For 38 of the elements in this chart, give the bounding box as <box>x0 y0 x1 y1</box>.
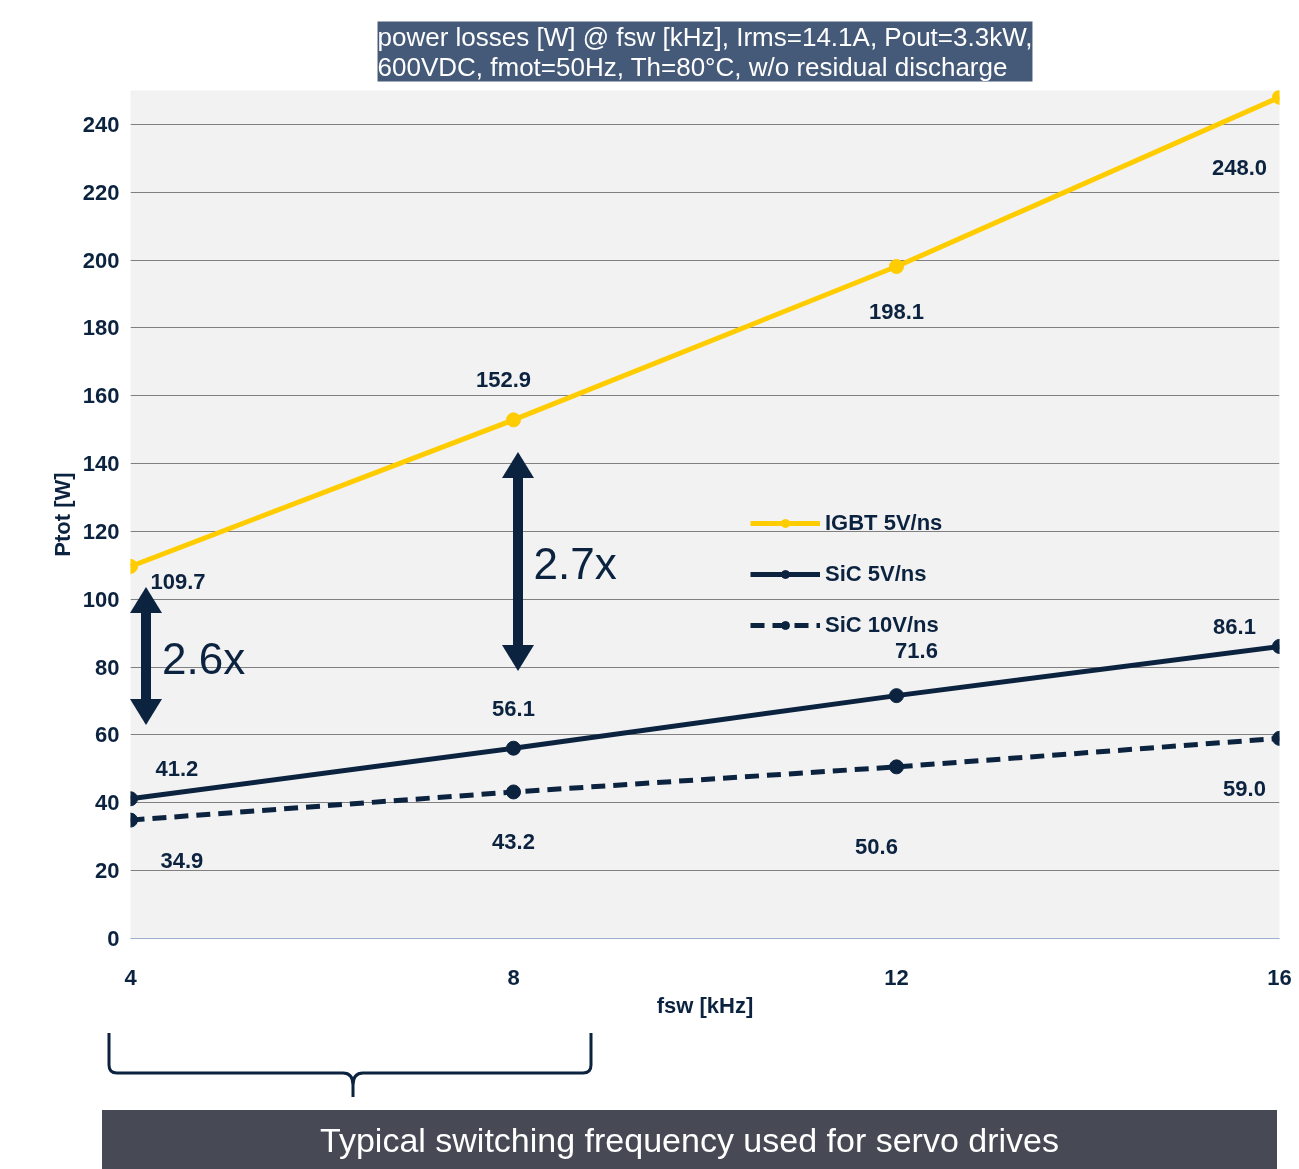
data-label: 50.6 <box>855 834 898 860</box>
text: Typical switching frequency used for servo drives <box>320 1120 1059 1161</box>
data-label: 152.9 <box>475 367 532 393</box>
y-axis-title: Ptot [W] <box>49 472 75 557</box>
y-tick-label: 20 <box>95 858 120 884</box>
x-tick-label: 12 <box>884 964 909 990</box>
y-tick-label: 220 <box>82 179 120 205</box>
y-tick-label: 140 <box>82 451 120 477</box>
data-label: 248.0 <box>1211 154 1268 180</box>
y-tick-label: 0 <box>107 926 120 951</box>
data-label: 86.1 <box>1213 613 1256 639</box>
legend-label: IGBT 5V/ns <box>825 510 943 536</box>
data-label: 198.1 <box>868 299 925 325</box>
y-tick-label: 120 <box>82 518 120 544</box>
data-label: 109.7 <box>150 568 206 594</box>
data-label: 59.0 <box>1223 775 1266 801</box>
y-tick-label: 60 <box>95 722 120 748</box>
annotation: 2.7x <box>533 539 617 589</box>
y-tick-label: 100 <box>82 586 120 612</box>
y-tick-label: 160 <box>82 383 120 409</box>
legend-label: SiC 10V/ns <box>825 612 939 638</box>
chart-title: power losses [W] @ fsw [kHz], Irms=14.1A, Pout=3.3kW, 600VDC, fmot=50Hz, Th=80°C, w/o residual discharge <box>377 21 1033 82</box>
x-tick-label: 8 <box>507 964 520 990</box>
y-tick-label: 40 <box>95 790 120 816</box>
x-axis-title: fsw [kHz] <box>656 992 754 1018</box>
data-label: 71.6 <box>895 638 938 664</box>
y-tick-label: 180 <box>82 315 120 341</box>
data-label: 56.1 <box>492 695 535 721</box>
y-tick-label: 80 <box>95 654 120 680</box>
data-label: 43.2 <box>492 829 535 855</box>
y-tick-label: 240 <box>82 111 120 137</box>
x-tick-label: 16 <box>1267 964 1292 990</box>
annotation: 2.6x <box>161 634 246 684</box>
data-label: 34.9 <box>160 847 204 873</box>
x-tick-label: 4 <box>124 964 138 990</box>
data-label: 41.2 <box>155 756 199 782</box>
legend-label: SiC 5V/ns <box>825 561 927 587</box>
y-tick-label: 200 <box>82 247 120 273</box>
